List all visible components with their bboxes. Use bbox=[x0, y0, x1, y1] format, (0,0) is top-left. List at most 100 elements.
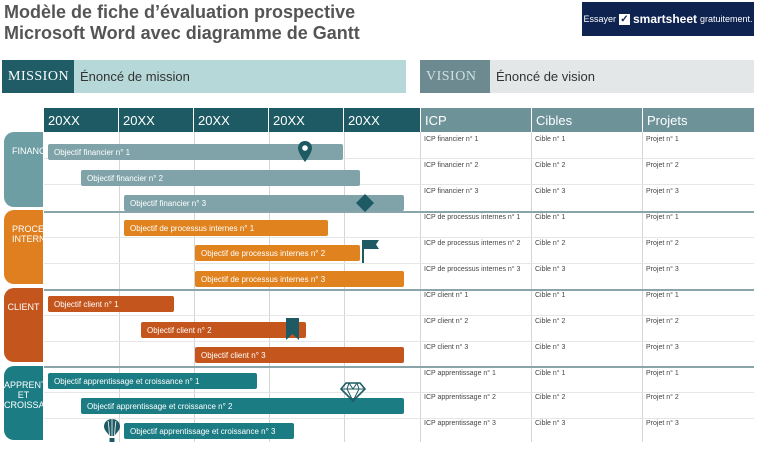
category-label: PROCESSUS INTERNES bbox=[12, 224, 43, 244]
try-smartsheet-button[interactable]: Essayer ✓ smartsheet gratuitement. bbox=[582, 2, 754, 36]
project-cell: Projet n° 2 bbox=[646, 394, 679, 401]
icp-cell: ICP client n° 3 bbox=[424, 344, 469, 351]
category-internal-processes: PROCESSUS INTERNES bbox=[4, 210, 43, 284]
diamond-icon bbox=[356, 194, 374, 212]
project-cell: Projet n° 3 bbox=[646, 344, 679, 351]
target-cell: Cible n° 1 bbox=[535, 370, 566, 377]
project-cell: Projet n° 3 bbox=[646, 188, 679, 195]
project-cell: Projet n° 1 bbox=[646, 292, 679, 299]
project-cell: Projet n° 2 bbox=[646, 240, 679, 247]
year-header: 20XX bbox=[119, 108, 194, 132]
target-cell: Cible n° 3 bbox=[535, 344, 566, 351]
target-cell: Cible n° 2 bbox=[535, 318, 566, 325]
gantt-bar[interactable]: Objectif apprentissage et croissance n° … bbox=[124, 423, 294, 439]
project-cell: Projet n° 1 bbox=[646, 370, 679, 377]
grid-line bbox=[420, 132, 421, 442]
project-cell: Projet n° 1 bbox=[646, 214, 679, 221]
target-cell: Cible n° 3 bbox=[535, 266, 566, 273]
grid-line bbox=[269, 132, 270, 442]
projects-column-header: Projets bbox=[642, 108, 754, 132]
project-cell: Projet n° 3 bbox=[646, 420, 679, 427]
target-cell: Cible n° 3 bbox=[535, 188, 566, 195]
year-header: 20XX bbox=[269, 108, 344, 132]
page-title: Modèle de fiche d’évaluation prospective… bbox=[4, 2, 360, 44]
year-header: 20XX bbox=[194, 108, 269, 132]
gantt-bar[interactable]: Objectif apprentissage et croissance n° … bbox=[81, 398, 404, 414]
gantt-bar[interactable]: Objectif de processus internes n° 2 bbox=[195, 245, 360, 261]
timeline-header: 20XX 20XX 20XX 20XX 20XX bbox=[44, 108, 420, 132]
gantt-bar[interactable]: Objectif financier n° 2 bbox=[81, 170, 360, 186]
vision-banner: VISION Énoncé de vision bbox=[420, 60, 754, 93]
icp-cell: ICP apprentissage n° 3 bbox=[424, 420, 496, 427]
cta-brand: smartsheet bbox=[632, 12, 697, 26]
gantt-bar[interactable]: Objectif de processus internes n° 3 bbox=[195, 271, 404, 287]
targets-column-header: Cibles bbox=[531, 108, 642, 132]
year-header: 20XX bbox=[348, 112, 380, 128]
gantt-bar[interactable]: Objectif de processus internes n° 1 bbox=[124, 220, 328, 236]
row-divider bbox=[44, 341, 754, 342]
section-divider bbox=[44, 289, 754, 291]
grid-line bbox=[194, 132, 195, 442]
grid-line bbox=[642, 132, 643, 442]
icp-cell: ICP de processus internes n° 2 bbox=[424, 240, 521, 247]
category-label: APPRENTISSAGE ET CROISSANCE bbox=[4, 380, 43, 410]
bookmark-icon bbox=[286, 318, 299, 340]
gantt-bar[interactable]: Objectif financier n° 3 bbox=[124, 195, 404, 211]
gantt-bar[interactable]: Objectif client n° 1 bbox=[48, 296, 174, 312]
year-header: 20XX bbox=[44, 108, 119, 132]
icp-cell: ICP financier n° 2 bbox=[424, 162, 479, 169]
target-cell: Cible n° 1 bbox=[535, 214, 566, 221]
page-title-line-1: Modèle de fiche d’évaluation prospective bbox=[4, 2, 356, 22]
cta-prefix: Essayer bbox=[583, 14, 616, 24]
row-divider bbox=[44, 418, 754, 419]
icp-cell: ICP apprentissage n° 2 bbox=[424, 394, 496, 401]
icp-cell: ICP client n° 2 bbox=[424, 318, 469, 325]
row-divider bbox=[44, 392, 754, 393]
gem-icon bbox=[340, 382, 366, 402]
target-cell: Cible n° 2 bbox=[535, 162, 566, 169]
project-cell: Projet n° 2 bbox=[646, 162, 679, 169]
page-title-line-2: Microsoft Word avec diagramme de Gantt bbox=[4, 23, 360, 43]
mission-banner: MISSION Énoncé de mission bbox=[2, 60, 406, 93]
project-cell: Projet n° 3 bbox=[646, 266, 679, 273]
row-divider bbox=[44, 184, 754, 185]
vision-tag: VISION bbox=[420, 60, 490, 93]
project-cell: Projet n° 1 bbox=[646, 136, 679, 143]
gantt-bar[interactable]: Objectif apprentissage et croissance n° … bbox=[48, 373, 257, 389]
mission-statement[interactable]: Énoncé de mission bbox=[74, 60, 406, 93]
target-cell: Cible n° 2 bbox=[535, 394, 566, 401]
gantt-grid: Objectif financier n° 1 Objectif financi… bbox=[44, 132, 754, 442]
target-cell: Cible n° 1 bbox=[535, 292, 566, 299]
category-learning-growth: APPRENTISSAGE ET CROISSANCE bbox=[4, 366, 43, 440]
icp-cell: ICP client n° 1 bbox=[424, 292, 469, 299]
icp-cell: ICP apprentissage n° 1 bbox=[424, 370, 496, 377]
map-pin-icon bbox=[298, 141, 312, 162]
row-divider bbox=[44, 237, 754, 238]
icp-cell: ICP financier n° 3 bbox=[424, 188, 479, 195]
category-client: CLIENT bbox=[4, 288, 43, 362]
row-divider bbox=[44, 315, 754, 316]
mission-tag: MISSION bbox=[2, 60, 74, 93]
icp-cell: ICP de processus internes n° 3 bbox=[424, 266, 521, 273]
gantt-bar[interactable]: Objectif client n° 2 bbox=[141, 322, 306, 338]
hot-air-balloon-icon bbox=[104, 419, 120, 442]
target-cell: Cible n° 3 bbox=[535, 420, 566, 427]
target-cell: Cible n° 1 bbox=[535, 136, 566, 143]
cta-suffix: gratuitement. bbox=[700, 14, 753, 24]
category-label: FINANCES bbox=[12, 146, 43, 156]
category-finances: FINANCES bbox=[4, 132, 43, 207]
icp-column-header: ICP bbox=[420, 108, 531, 132]
section-divider bbox=[44, 366, 754, 368]
grid-line bbox=[344, 132, 345, 442]
category-label: CLIENT bbox=[7, 302, 40, 312]
project-cell: Projet n° 2 bbox=[646, 318, 679, 325]
row-divider bbox=[44, 158, 754, 159]
flag-icon bbox=[362, 240, 379, 263]
gantt-bar[interactable]: Objectif financier n° 1 bbox=[48, 144, 343, 160]
row-divider bbox=[44, 263, 754, 264]
checkmark-icon: ✓ bbox=[618, 13, 630, 25]
target-cell: Cible n° 2 bbox=[535, 240, 566, 247]
gantt-bar[interactable]: Objectif client n° 3 bbox=[195, 347, 404, 363]
section-divider bbox=[44, 211, 754, 213]
vision-statement[interactable]: Énoncé de vision bbox=[490, 60, 754, 93]
